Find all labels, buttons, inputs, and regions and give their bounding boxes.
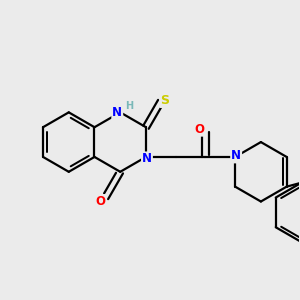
Text: O: O <box>194 123 205 136</box>
Text: N: N <box>112 106 122 119</box>
Text: H: H <box>125 101 133 111</box>
Text: S: S <box>160 94 169 107</box>
Text: N: N <box>231 149 241 162</box>
Text: N: N <box>142 152 152 165</box>
Text: O: O <box>95 195 105 208</box>
